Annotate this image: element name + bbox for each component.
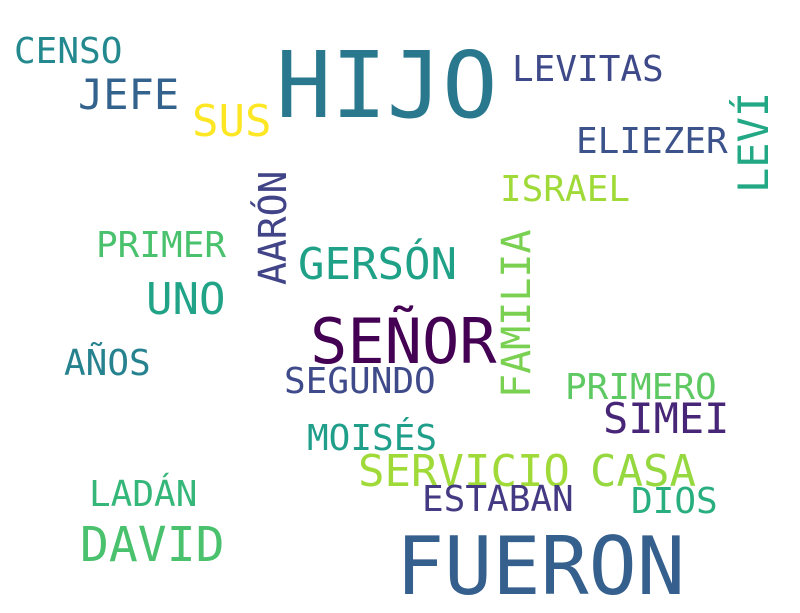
word-estaban: ESTABAN <box>422 479 574 520</box>
word-senor: SEÑOR <box>310 305 497 378</box>
word-servicio: SERVICIO <box>358 446 570 497</box>
word-casa: CASA <box>590 446 696 497</box>
word-gerson: GERSÓN <box>298 239 457 290</box>
word-levi: LEVÍ <box>729 91 778 193</box>
word-primer: PRIMER <box>96 225 227 266</box>
word-anos: AÑOS <box>64 343 151 384</box>
word-uno: UNO <box>146 274 226 325</box>
word-eliezer: ELIEZER <box>576 121 728 162</box>
word-primero: PRIMERO <box>565 367 717 408</box>
word-jefe: JEFE <box>78 70 180 119</box>
word-segundo: SEGUNDO <box>284 361 436 402</box>
word-fueron: FUERON <box>396 520 685 613</box>
word-aaron: AARÓN <box>251 170 295 285</box>
word-cloud: HIJO FUERON SEÑOR SUS LEVITAS CENSO JEFE… <box>14 31 778 607</box>
word-simei: SIMEI <box>603 394 730 443</box>
word-ladan: LADÁN <box>89 474 198 515</box>
word-israel: ISRAEL <box>500 169 631 210</box>
word-familia: FAMILIA <box>494 229 540 398</box>
word-moises: MOISÉS <box>307 418 438 459</box>
word-dios: DIOS <box>631 481 718 522</box>
word-david: DAVID <box>80 517 225 573</box>
word-censo: CENSO <box>14 31 123 72</box>
word-levitas: LEVITAS <box>512 49 664 90</box>
word-sus: SUS <box>192 96 272 147</box>
word-hijo: HIJO <box>276 32 498 139</box>
